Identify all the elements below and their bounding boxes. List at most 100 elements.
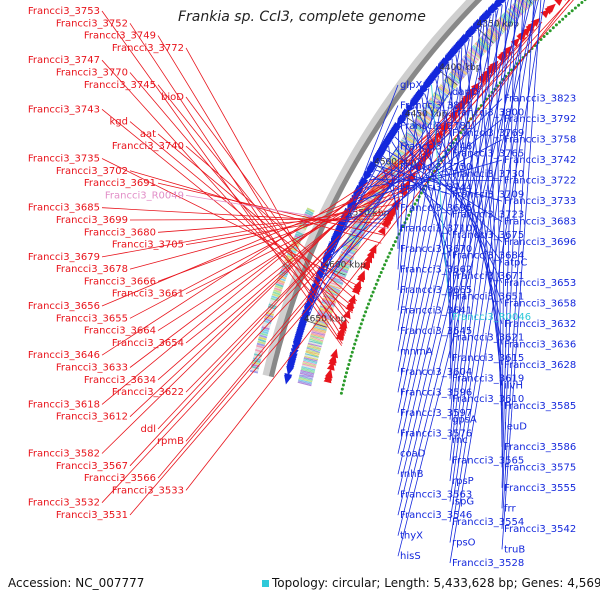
gc-marker-dot <box>387 256 390 259</box>
gene-label-right[interactable]: Francci3_3585 <box>504 401 576 412</box>
gene-label-left[interactable]: Francci3_3770 <box>56 68 128 79</box>
gene-label-right[interactable]: leuD <box>504 421 527 432</box>
feature-band-segment <box>438 98 439 99</box>
gene-label-right[interactable]: gpsA <box>452 415 477 426</box>
gene-label-right[interactable]: truB <box>504 544 525 555</box>
gene-label-left[interactable]: Francci3_3743 <box>28 104 100 115</box>
gene-label-left[interactable]: bioD <box>161 92 184 103</box>
gene-label-right[interactable]: mnmA <box>400 346 433 357</box>
gene-label-right[interactable]: Francci3_3632 <box>504 319 576 330</box>
gene-label-left[interactable]: Francci3_R0049 <box>105 190 184 201</box>
gene-label-left[interactable]: kgd <box>110 117 129 128</box>
gene-label-left[interactable]: Francci3_3772 <box>112 43 184 54</box>
gene-label-left[interactable]: Francci3_3618 <box>28 399 100 410</box>
gene-label-left[interactable]: Francci3_3531 <box>56 510 128 521</box>
gene-label-right[interactable]: Francci3_3722 <box>504 176 576 187</box>
gene-label-left[interactable]: aat <box>140 129 156 140</box>
gene-label-right[interactable]: Francci3_3823 <box>504 94 576 105</box>
gene-label-right[interactable]: Francci3_3653 <box>504 278 576 289</box>
feature-band-segment <box>379 190 380 191</box>
gc-marker-dot <box>552 26 555 29</box>
gene-label-right[interactable]: Francci3_3733 <box>504 196 576 207</box>
gene-label-left[interactable]: Francci3_3661 <box>112 289 184 300</box>
gene-label-left[interactable]: Francci3_3747 <box>28 55 100 66</box>
gene-label-right[interactable]: rnhB <box>400 469 424 480</box>
gene-label-right[interactable]: hisS <box>400 551 421 562</box>
gc-marker-dot <box>351 351 354 354</box>
gene-label-right[interactable]: glpX <box>400 80 422 91</box>
gene-label-right[interactable]: Francci3_3542 <box>504 524 576 535</box>
gene-label-left[interactable]: Francci3_3532 <box>28 498 100 509</box>
gc-marker-dot <box>372 291 375 294</box>
gc-marker-dot <box>345 371 348 374</box>
gene-label-right[interactable]: Francci3_3658 <box>504 299 576 310</box>
gene-label-right[interactable]: Francci3_3758 <box>504 135 576 146</box>
feature-band-segment <box>383 183 384 184</box>
gene-label-left[interactable]: Francci3_3664 <box>84 326 156 337</box>
gene-label-left[interactable]: Francci3_3735 <box>28 154 100 165</box>
feature-band-segment <box>456 75 457 76</box>
gene-label-right[interactable]: thyX <box>400 531 423 542</box>
gene-label-right[interactable]: coaD <box>400 449 426 460</box>
gene-label-right[interactable]: Francci3_3683 <box>504 217 576 228</box>
gene-label-left[interactable]: Francci3_3752 <box>56 18 128 29</box>
gene-label-right[interactable]: Francci3_3792 <box>504 114 576 125</box>
gene-label-left[interactable]: ddl <box>141 424 156 435</box>
gene-label-left[interactable]: Francci3_3622 <box>112 387 184 398</box>
gene-label-left[interactable]: Francci3_3702 <box>56 166 128 177</box>
gene-label-right[interactable]: Francci3_3586 <box>504 442 576 453</box>
gene-label-left[interactable]: Francci3_3655 <box>56 313 128 324</box>
feature-band-segment <box>519 7 520 8</box>
gene-label-right[interactable]: Francci3_3636 <box>504 340 576 351</box>
gene-label-right[interactable]: frr <box>504 503 516 514</box>
gene-label-right[interactable]: rpsO <box>452 538 476 549</box>
gene-label-left[interactable]: Francci3_3680 <box>84 227 156 238</box>
outer-feature-segment <box>300 233 301 235</box>
gene-label-left[interactable]: Francci3_3705 <box>112 240 184 251</box>
gene-label-left[interactable]: Francci3_3666 <box>84 276 156 287</box>
gene-label-right[interactable]: Francci3_3628 <box>504 360 576 371</box>
gene-label-left[interactable]: Francci3_3612 <box>56 412 128 423</box>
outer-feature-segment <box>268 319 269 321</box>
gene-label-left[interactable]: Francci3_3646 <box>28 350 100 361</box>
gc-marker-dot <box>357 331 360 334</box>
gene-label-left[interactable]: Francci3_3582 <box>28 449 100 460</box>
outer-feature-segment <box>255 367 256 369</box>
gene-label-right[interactable]: Francci3_3742 <box>504 155 576 166</box>
feature-band-segment <box>490 37 491 38</box>
gene-label-left[interactable]: Francci3_3679 <box>28 252 100 263</box>
gene-label-right[interactable]: rnc <box>452 435 468 446</box>
gene-label-left[interactable]: Francci3_3740 <box>112 141 184 152</box>
gene-label-left[interactable]: Francci3_3749 <box>84 31 156 42</box>
gene-label-left[interactable]: Francci3_3633 <box>56 363 128 374</box>
gene-label-left[interactable]: Francci3_3678 <box>56 264 128 275</box>
forward-gene-arrow <box>554 0 563 6</box>
gene-label-left[interactable]: Francci3_3533 <box>112 485 184 496</box>
gene-label-right[interactable]: Francci3_3555 <box>504 483 576 494</box>
gene-label-right[interactable]: rpsP <box>452 476 474 487</box>
feature-band-segment <box>346 258 347 259</box>
gene-label-right[interactable]: dapD <box>452 87 479 98</box>
gene-label-left[interactable]: Francci3_3567 <box>56 461 128 472</box>
gene-label-left[interactable]: Francci3_3753 <box>28 6 100 17</box>
gene-label-right[interactable]: Francci3_3575 <box>504 462 576 473</box>
gene-label-left[interactable]: Francci3_3699 <box>56 215 128 226</box>
gene-label-left[interactable]: rpmB <box>157 436 184 447</box>
feature-band-segment <box>510 16 511 17</box>
gene-label-right[interactable]: Francci3_3696 <box>504 237 576 248</box>
gene-label-right[interactable]: ilvH <box>504 381 523 392</box>
gene-label-left[interactable]: Francci3_3685 <box>28 203 100 214</box>
outer-feature-segment <box>274 299 275 301</box>
gene-label-left[interactable]: Francci3_3745 <box>84 80 156 91</box>
gene-label-right[interactable]: ispG <box>452 497 474 508</box>
outer-feature-segment <box>309 211 310 213</box>
gene-label-left[interactable]: Francci3_3691 <box>84 178 156 189</box>
gene-label-left[interactable]: Francci3_3634 <box>84 375 156 386</box>
gene-label-right[interactable]: atpC <box>504 258 527 269</box>
gene-label-right[interactable]: Francci3_3528 <box>452 558 524 569</box>
outer-feature-segment <box>259 350 260 352</box>
gene-label-left[interactable]: Francci3_3654 <box>112 338 184 349</box>
gene-label-left[interactable]: Francci3_3566 <box>84 473 156 484</box>
gene-label-left[interactable]: Francci3_3656 <box>28 301 100 312</box>
